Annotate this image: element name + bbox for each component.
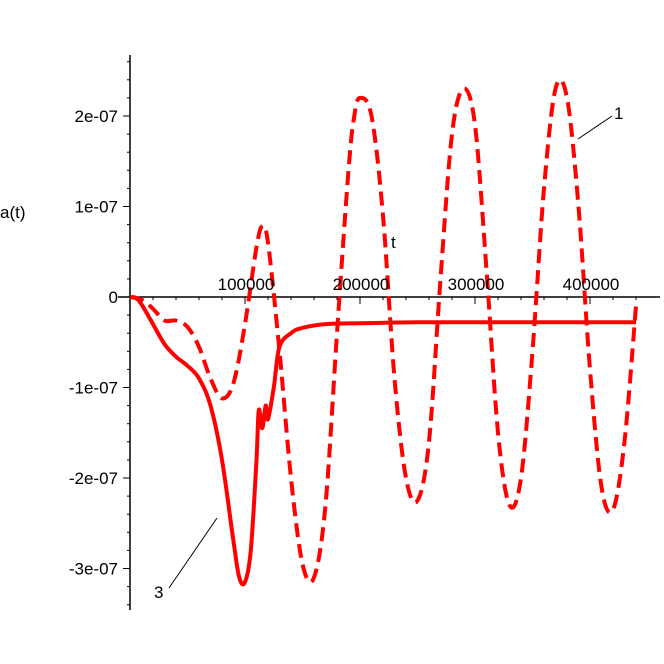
series-3-leader <box>168 517 218 589</box>
x-tick-label: 200000 <box>333 275 390 294</box>
series-1-line <box>129 77 638 584</box>
x-tick-label: 100000 <box>218 275 275 294</box>
tick-labels: 2e-07 1e-07 0 -1e-07 -2e-07 -3e-07 100000 20000… <box>69 107 620 579</box>
y-tick-label: 2e-07 <box>75 107 118 126</box>
curves <box>129 77 638 587</box>
y-tick-label: 0 <box>109 288 118 307</box>
axis-ticks <box>123 61 637 606</box>
x-tick-label: 300000 <box>448 275 505 294</box>
series-annotations: 13 <box>154 104 623 602</box>
y-axis-label: a(t) <box>0 203 26 222</box>
y-tick-label: -1e-07 <box>69 379 118 398</box>
y-tick-label: -2e-07 <box>69 469 118 488</box>
series-1-leader <box>577 115 613 140</box>
series-1-label: 1 <box>614 104 623 123</box>
y-tick-label: 1e-07 <box>75 198 118 217</box>
series-3-line <box>129 295 636 587</box>
series-3-label: 3 <box>154 583 163 602</box>
x-tick-label: 400000 <box>563 275 620 294</box>
x-axis-label: t <box>391 233 396 252</box>
y-tick-label: -3e-07 <box>69 560 118 579</box>
